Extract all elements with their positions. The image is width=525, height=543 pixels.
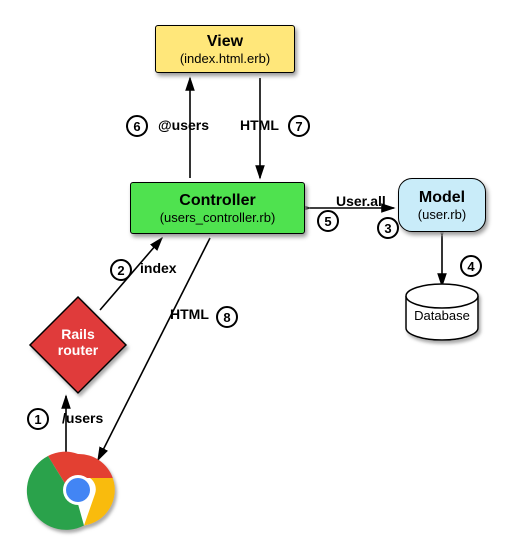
- model-node: Model (user.rb): [398, 178, 486, 232]
- step-5-label: User.all: [336, 193, 386, 209]
- router-title2: router: [58, 342, 98, 358]
- controller-node: Controller (users_controller.rb): [130, 182, 305, 234]
- step-5-badge: 5: [317, 210, 339, 232]
- browser-icon: [27, 452, 115, 530]
- view-title: View: [207, 33, 243, 51]
- step-8-label: HTML: [170, 306, 209, 322]
- step-1-badge: 1: [27, 408, 49, 430]
- controller-subtitle: (users_controller.rb): [160, 210, 276, 225]
- database-label: Database: [406, 308, 478, 323]
- model-subtitle: (user.rb): [418, 207, 466, 222]
- step-6-label: @users: [158, 117, 209, 133]
- step-1-label: /users: [62, 410, 103, 426]
- step-8-badge: 8: [216, 306, 238, 328]
- step-2-label: index: [140, 260, 177, 276]
- step-6-badge: 6: [126, 115, 148, 137]
- router-title1: Rails: [61, 326, 94, 342]
- model-title: Model: [419, 189, 465, 207]
- connectors: [0, 0, 525, 543]
- view-subtitle: (index.html.erb): [180, 51, 270, 66]
- router-label: Rails router: [48, 326, 108, 358]
- step-7-label: HTML: [240, 117, 279, 133]
- step-7-badge: 7: [288, 115, 310, 137]
- view-node: View (index.html.erb): [155, 25, 295, 73]
- step-3-badge: 3: [377, 217, 399, 239]
- step-2-badge: 2: [110, 259, 132, 281]
- controller-title: Controller: [179, 192, 255, 210]
- step-4-badge: 4: [460, 255, 482, 277]
